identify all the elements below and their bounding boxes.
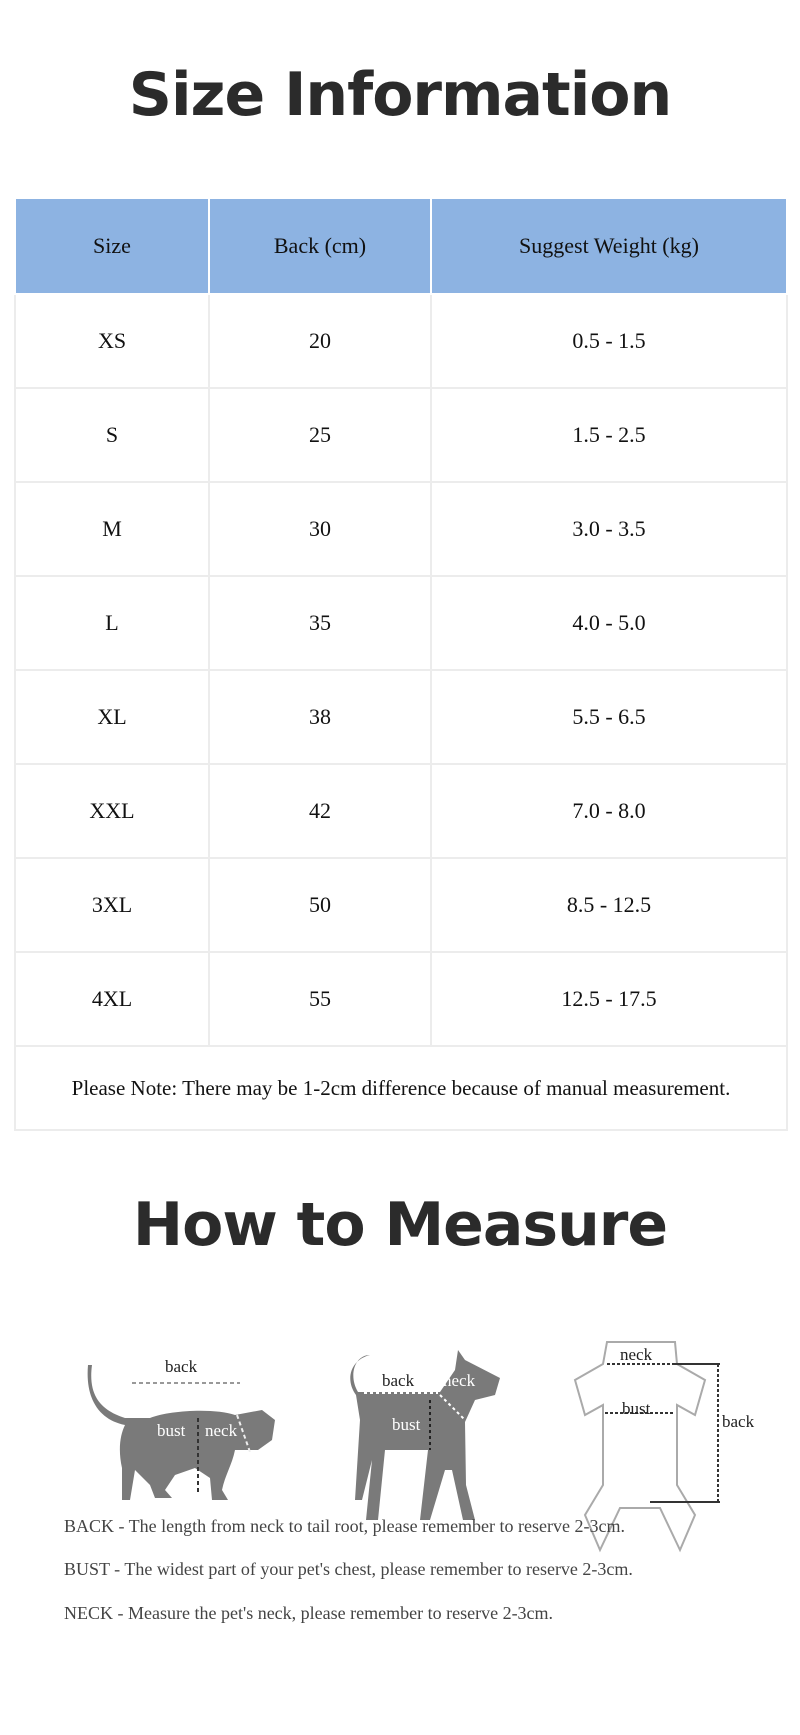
- measurement-diagram: back bust neck back neck bust neck bust …: [87, 1341, 755, 1553]
- cat-silhouette: [87, 1365, 275, 1500]
- cell-back: 38: [208, 669, 432, 765]
- table-row: XXL 42 7.0 - 8.0: [14, 763, 788, 859]
- cell-weight: 5.5 - 6.5: [430, 669, 788, 765]
- cell-weight: 12.5 - 17.5: [430, 951, 788, 1047]
- garment-outline: [573, 1341, 707, 1553]
- cell-size: M: [14, 481, 210, 577]
- header-size: Size: [14, 197, 210, 295]
- cell-weight: 8.5 - 12.5: [430, 857, 788, 953]
- cell-back: 55: [208, 951, 432, 1047]
- table-row: L 35 4.0 - 5.0: [14, 575, 788, 671]
- cell-back: 35: [208, 575, 432, 671]
- how-to-measure-title: How to Measure: [132, 1190, 668, 1260]
- cell-size: S: [14, 387, 210, 483]
- garment-neck-label: neck: [620, 1345, 653, 1364]
- cat-bust-label: bust: [157, 1421, 186, 1440]
- measurement-note: Please Note: There may be 1-2cm differen…: [14, 1045, 788, 1131]
- dog-back-label: back: [382, 1371, 415, 1390]
- instruction-back: BACK - The length from neck to tail root…: [64, 1516, 625, 1536]
- cell-back: 42: [208, 763, 432, 859]
- dog-neck-label: neck: [443, 1371, 476, 1390]
- table-row: M 30 3.0 - 3.5: [14, 481, 788, 577]
- garment-bust-label: bust: [622, 1399, 651, 1418]
- table-row: 3XL 50 8.5 - 12.5: [14, 857, 788, 953]
- cell-size: XS: [14, 293, 210, 389]
- size-information-title: Size Information: [128, 60, 672, 130]
- cell-back: 50: [208, 857, 432, 953]
- cat-neck-label: neck: [205, 1421, 238, 1440]
- cell-back: 20: [208, 293, 432, 389]
- cell-weight: 1.5 - 2.5: [430, 387, 788, 483]
- cell-size: XXL: [14, 763, 210, 859]
- cell-weight: 0.5 - 1.5: [430, 293, 788, 389]
- instruction-neck: NECK - Measure the pet's neck, please re…: [64, 1603, 554, 1623]
- size-table: Size Back (cm) Suggest Weight (kg) XS 20 0…: [14, 197, 788, 1131]
- cell-weight: 3.0 - 3.5: [430, 481, 788, 577]
- cell-size: 3XL: [14, 857, 210, 953]
- dog-bust-label: bust: [392, 1415, 421, 1434]
- table-row: XL 38 5.5 - 6.5: [14, 669, 788, 765]
- cat-back-label: back: [165, 1357, 198, 1376]
- header-back: Back (cm): [208, 197, 432, 295]
- table-row: S 25 1.5 - 2.5: [14, 387, 788, 483]
- cell-weight: 4.0 - 5.0: [430, 575, 788, 671]
- instruction-bust: BUST - The widest part of your pet's che…: [64, 1559, 633, 1579]
- table-row: XS 20 0.5 - 1.5: [14, 293, 788, 389]
- cell-size: L: [14, 575, 210, 671]
- cell-back: 30: [208, 481, 432, 577]
- header-weight: Suggest Weight (kg): [430, 197, 788, 295]
- cell-size: XL: [14, 669, 210, 765]
- cell-weight: 7.0 - 8.0: [430, 763, 788, 859]
- table-row: 4XL 55 12.5 - 17.5: [14, 951, 788, 1047]
- cell-size: 4XL: [14, 951, 210, 1047]
- cell-back: 25: [208, 387, 432, 483]
- note-row: Please Note: There may be 1-2cm differen…: [14, 1045, 788, 1131]
- dog-silhouette: [350, 1350, 500, 1520]
- table-header-row: Size Back (cm) Suggest Weight (kg): [14, 197, 788, 295]
- garment-back-label: back: [722, 1412, 755, 1431]
